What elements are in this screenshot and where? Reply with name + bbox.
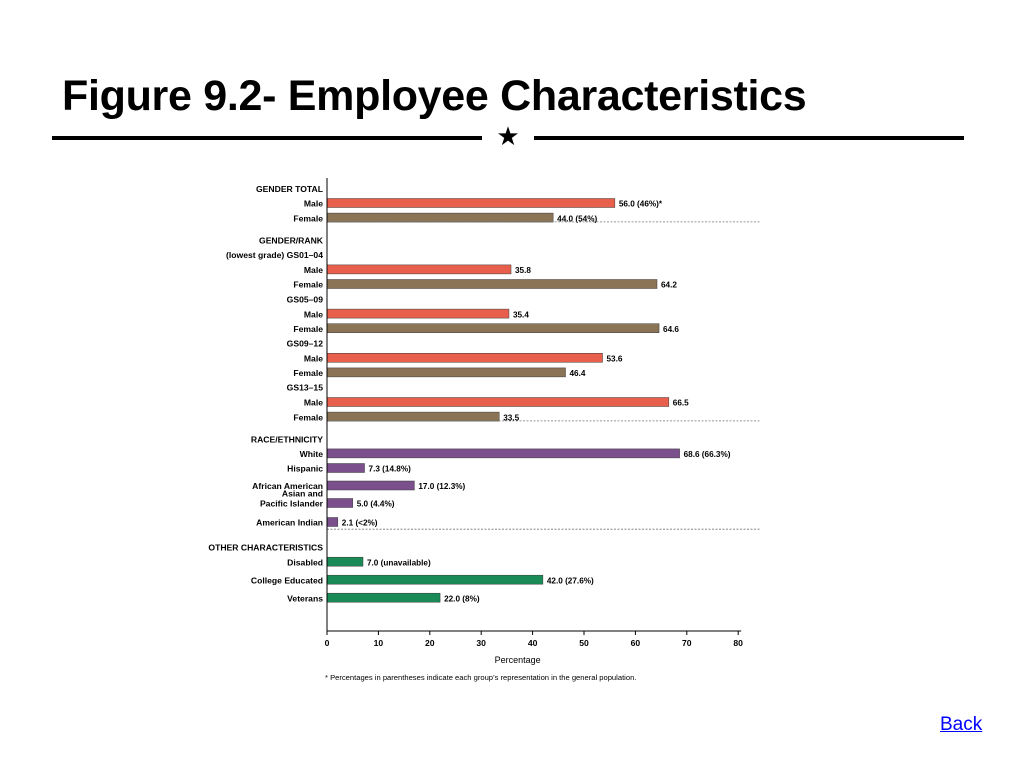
bar [326,463,365,473]
bar-value-label: 22.0 (8%) [444,594,480,603]
x-tick-label: 80 [733,638,743,648]
bar-label: College Educated [251,575,323,585]
bar-value-label: 2.1 (<2%) [342,519,378,528]
employee-characteristics-chart: GENDER TOTAL Male 56.0 (46%)* Female 44.0 (5… [208,178,760,682]
bar-label: Female [293,324,323,334]
bar-label: Male [304,265,323,275]
bar-label: Asian and [282,489,323,499]
group-subheading: GS09–12 [287,339,324,349]
bar [326,323,660,333]
bar-value-label: 7.3 (14.8%) [369,465,412,474]
bar-label: Female [293,280,323,290]
star-icon: ★ [496,122,520,152]
bar [326,308,510,319]
title-rule-right [534,136,964,140]
bar-label: Female [293,368,323,378]
bar-label: African American [252,481,323,491]
bar [326,480,415,491]
bar [326,397,670,407]
x-tick-label: 20 [425,638,435,648]
bar [326,411,500,422]
bar [326,556,364,567]
x-tick-label: 10 [374,638,384,648]
group-heading: GENDER TOTAL [256,184,323,194]
slide-title: Figure 9.2- Employee Characteristics [62,72,807,120]
bar-label: Veterans [287,593,323,603]
bar-label: Pacific Islander [260,499,324,509]
group-heading: RACE/ETHNICITY [251,434,323,444]
bar-label: Male [304,398,323,408]
bar-value-label: 66.5 [673,399,689,408]
bar [326,279,658,289]
bar [326,498,353,508]
bar-value-label: 35.4 [513,310,529,319]
bar-value-label: 68.6 (66.3%) [684,450,731,459]
bar [326,212,554,223]
bar [326,367,566,378]
bar-value-label: 7.0 (unavailable) [367,558,431,567]
bar-label: Male [304,309,323,319]
x-tick-label: 40 [528,638,538,648]
bar-label: Male [304,199,323,209]
group-subheading: GS05–09 [287,294,324,304]
group-subheading: (lowest grade) GS01–04 [226,250,323,260]
group-heading: GENDER/RANK [259,235,324,245]
bar-value-label: 64.6 [663,325,679,334]
bar-value-label: 53.6 [607,355,623,364]
bar-label: American Indian [256,518,323,528]
bar [326,592,441,603]
bar-label: Male [304,354,323,364]
bar-value-label: 64.2 [661,281,677,290]
bar-value-label: 5.0 (4.4%) [357,500,395,509]
bar-value-label: 17.0 (12.3%) [418,482,465,491]
group-heading: OTHER CHARACTERISTICS [208,543,323,553]
bar-label: White [300,449,324,459]
bar [326,198,616,208]
bar-label: Female [293,412,323,422]
bar-value-label: 46.4 [569,369,585,378]
bar-value-label: 33.5 [503,413,519,422]
back-link[interactable]: Back [940,714,983,735]
bar [326,353,603,363]
bar [326,517,339,527]
bar-label: Female [293,213,323,223]
x-tick-label: 0 [325,638,330,648]
bar-value-label: 56.0 (46%)* [619,200,663,209]
title-rule-left [52,136,482,140]
bar-value-label: 35.8 [515,266,531,275]
chart-footnote: * Percentages in parentheses indicate ea… [325,673,636,682]
bar [326,574,544,585]
bar [326,264,512,275]
x-tick-label: 60 [631,638,641,648]
bar-label: Hispanic [287,464,323,474]
bar [326,448,680,459]
bar-label: Disabled [287,557,323,567]
x-axis-title: Percentage [495,655,541,665]
x-tick-label: 30 [476,638,486,648]
bar-value-label: 42.0 (27.6%) [547,576,594,585]
group-subheading: GS13–15 [287,383,324,393]
bar-value-label: 44.0 (54%) [557,214,597,223]
x-tick-label: 70 [682,638,692,648]
x-tick-label: 50 [579,638,589,648]
